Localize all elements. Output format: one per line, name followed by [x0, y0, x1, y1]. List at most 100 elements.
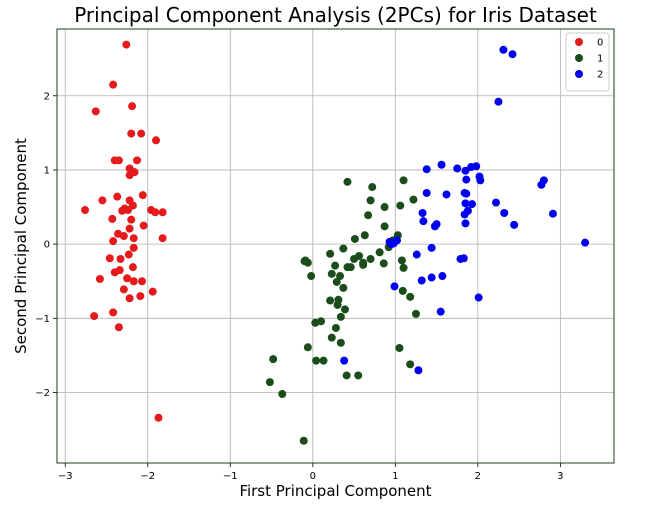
data-point	[127, 129, 136, 138]
data-point	[278, 390, 287, 399]
data-point	[436, 307, 445, 316]
data-point	[537, 180, 546, 189]
x-tick-label: −1	[223, 471, 238, 482]
data-point	[398, 286, 407, 295]
data-point	[299, 436, 308, 445]
data-point	[422, 165, 431, 174]
data-point	[91, 107, 100, 116]
data-point	[380, 222, 389, 231]
data-point	[114, 323, 123, 332]
data-point	[462, 175, 471, 184]
data-point	[453, 164, 462, 173]
data-point	[139, 221, 148, 230]
data-point	[109, 80, 118, 89]
x-tick-label: −2	[140, 471, 155, 482]
data-point	[125, 294, 134, 303]
data-point	[350, 234, 359, 243]
data-point	[327, 269, 336, 278]
data-point	[311, 318, 320, 327]
data-point	[326, 249, 335, 258]
data-point	[307, 272, 316, 281]
data-point	[152, 136, 161, 145]
data-point	[392, 236, 401, 245]
legend-marker	[575, 38, 583, 46]
data-point	[412, 250, 421, 259]
data-point	[460, 210, 469, 219]
y-tick-label: 2	[44, 91, 50, 102]
data-point	[375, 248, 384, 257]
y-tick-label: −1	[35, 314, 50, 325]
data-point	[154, 413, 163, 422]
data-point	[419, 217, 428, 226]
y-tick-label: −2	[35, 388, 50, 399]
x-tick-label: 2	[475, 471, 481, 482]
data-point	[422, 188, 431, 197]
x-tick-label: −3	[58, 471, 73, 482]
data-point	[399, 263, 408, 272]
legend-label: 0	[597, 38, 603, 49]
data-point	[397, 256, 406, 265]
data-point	[510, 220, 519, 229]
data-point	[417, 276, 426, 285]
data-point	[265, 378, 274, 387]
data-point	[430, 222, 439, 231]
data-point	[461, 166, 470, 175]
data-point	[355, 252, 364, 261]
data-point	[359, 260, 368, 269]
legend-marker	[575, 70, 583, 78]
data-point	[548, 209, 557, 218]
y-axis-label: Second Principal Component	[12, 138, 30, 354]
data-point	[581, 238, 590, 247]
data-point	[491, 198, 500, 207]
y-axis-ticks: −2 −1 0 1 2	[35, 91, 57, 399]
data-point	[437, 160, 446, 169]
data-point	[342, 371, 351, 380]
data-point	[151, 208, 160, 217]
data-point	[122, 40, 131, 49]
data-point	[346, 263, 355, 272]
data-point	[380, 203, 389, 212]
data-point	[128, 102, 137, 111]
x-axis-ticks: −3 −2 −1 0 1 2 3	[58, 463, 564, 482]
data-point	[462, 189, 471, 198]
data-point	[108, 214, 117, 223]
data-point	[360, 231, 369, 240]
data-point	[129, 234, 138, 243]
data-point	[312, 356, 321, 365]
data-point	[98, 196, 107, 205]
data-point	[459, 254, 468, 263]
data-point	[427, 273, 436, 282]
data-point	[105, 254, 114, 263]
data-point	[406, 360, 415, 369]
data-points	[81, 40, 590, 445]
data-point	[95, 275, 104, 284]
data-point	[354, 371, 363, 380]
y-tick-label: 0	[44, 240, 50, 251]
data-point	[461, 199, 470, 208]
data-point	[331, 261, 340, 270]
data-point	[364, 211, 373, 220]
data-point	[461, 219, 470, 228]
data-point	[129, 243, 138, 252]
data-point	[409, 195, 418, 204]
data-point	[474, 293, 483, 302]
data-point	[300, 257, 309, 266]
data-point	[396, 201, 405, 210]
data-point	[340, 356, 349, 365]
series-1	[265, 176, 420, 445]
data-point	[379, 259, 388, 268]
data-point	[366, 254, 375, 263]
data-point	[90, 312, 99, 321]
data-point	[110, 268, 119, 277]
data-point	[128, 263, 137, 272]
data-point	[438, 272, 447, 281]
data-point	[129, 277, 138, 286]
data-point	[125, 224, 134, 233]
data-point	[414, 366, 423, 375]
x-tick-label: 3	[557, 471, 563, 482]
data-point	[499, 45, 508, 54]
data-point	[427, 243, 436, 252]
data-point	[368, 183, 377, 192]
data-point	[319, 356, 328, 365]
